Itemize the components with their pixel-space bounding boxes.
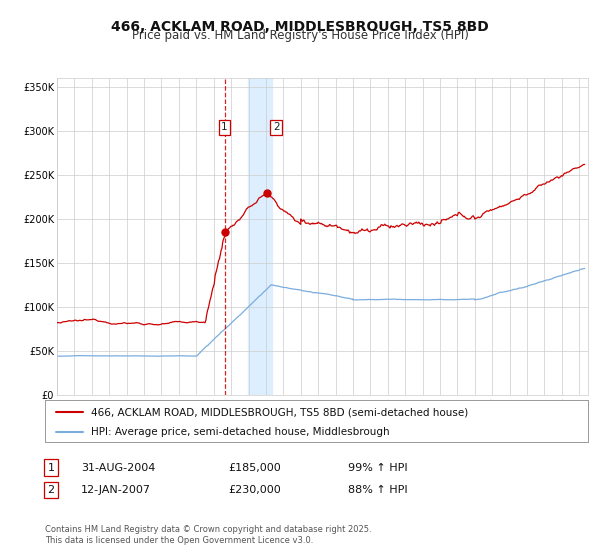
Text: Contains HM Land Registry data © Crown copyright and database right 2025.
This d: Contains HM Land Registry data © Crown c…: [45, 525, 371, 545]
Text: £230,000: £230,000: [228, 485, 281, 495]
Text: 1: 1: [47, 463, 55, 473]
Bar: [248, 78, 272, 395]
Text: 2: 2: [47, 485, 55, 495]
Text: HPI: Average price, semi-detached house, Middlesbrough: HPI: Average price, semi-detached house,…: [91, 427, 390, 437]
Text: 12-JAN-2007: 12-JAN-2007: [81, 485, 151, 495]
Text: 31-AUG-2004: 31-AUG-2004: [81, 463, 155, 473]
Text: 88% ↑ HPI: 88% ↑ HPI: [348, 485, 407, 495]
Text: £185,000: £185,000: [228, 463, 281, 473]
Text: 99% ↑ HPI: 99% ↑ HPI: [348, 463, 407, 473]
Text: 2: 2: [273, 123, 280, 133]
Text: 466, ACKLAM ROAD, MIDDLESBROUGH, TS5 8BD: 466, ACKLAM ROAD, MIDDLESBROUGH, TS5 8BD: [111, 20, 489, 34]
Text: 1: 1: [221, 123, 228, 133]
Text: 466, ACKLAM ROAD, MIDDLESBROUGH, TS5 8BD (semi-detached house): 466, ACKLAM ROAD, MIDDLESBROUGH, TS5 8BD…: [91, 407, 469, 417]
Text: Price paid vs. HM Land Registry's House Price Index (HPI): Price paid vs. HM Land Registry's House …: [131, 29, 469, 42]
